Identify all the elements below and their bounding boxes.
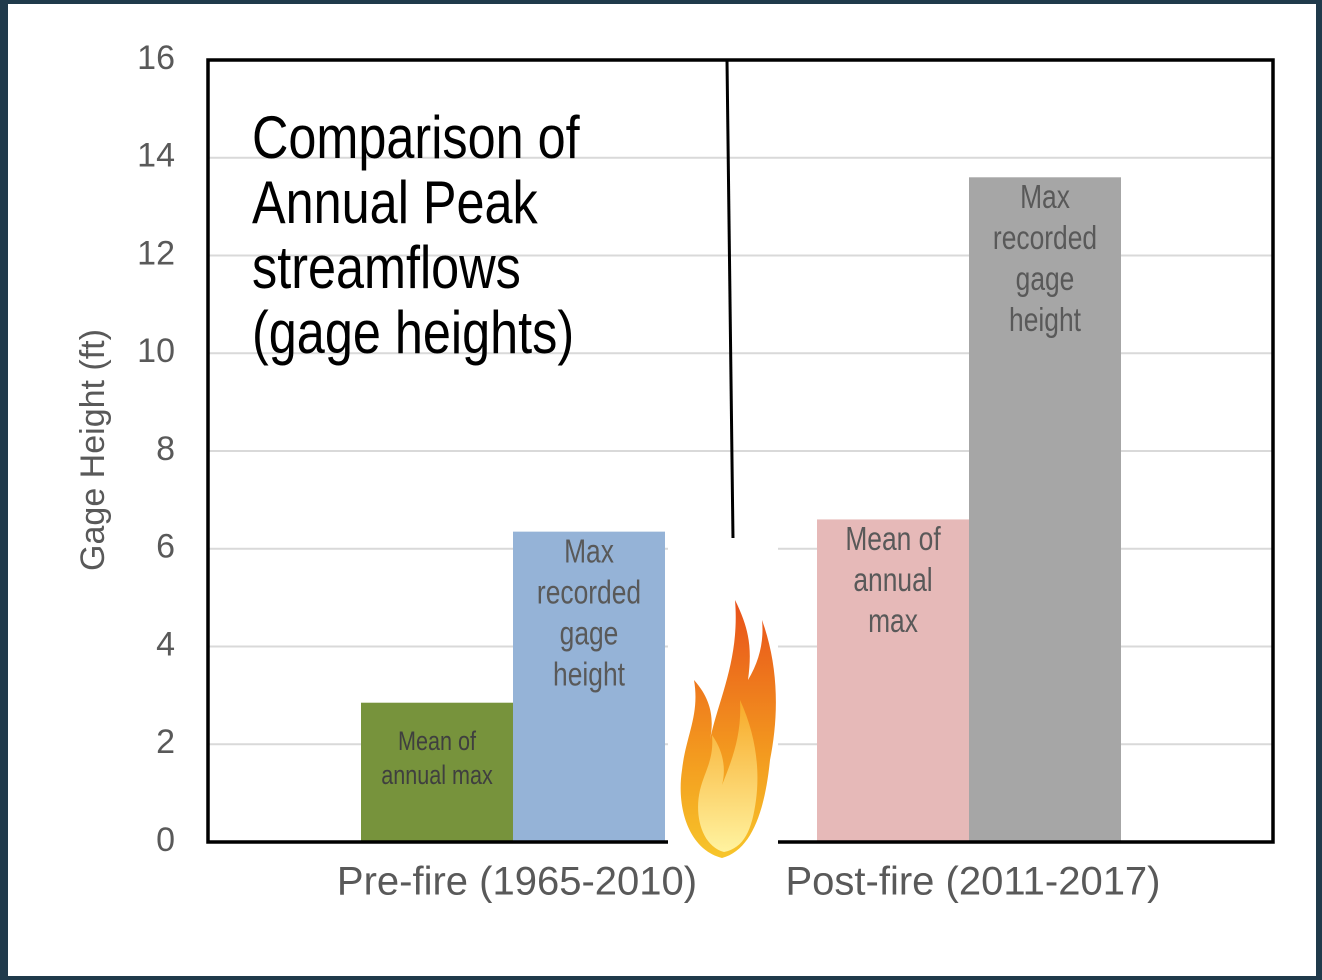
y-tick-label: 4	[156, 625, 175, 663]
y-tick-label: 12	[137, 234, 175, 272]
bar-label: recorded	[993, 220, 1097, 256]
fire-icon	[668, 538, 778, 860]
bar-label: recorded	[537, 575, 641, 611]
bar-label: height	[1009, 302, 1082, 338]
bar-label: annual max	[381, 761, 493, 791]
bar-label: Mean of	[845, 521, 941, 557]
bar-label: height	[553, 657, 626, 693]
y-tick-label: 6	[156, 528, 175, 566]
bar-label: gage	[560, 616, 619, 652]
y-tick-label: 2	[156, 723, 175, 761]
x-tick-label: Pre-fire (1965-2010)	[337, 860, 697, 904]
chart-title-line: Annual Peak	[252, 169, 538, 236]
bar-label: Mean of	[398, 727, 476, 757]
bar-label: annual	[853, 562, 932, 598]
bars: Mean of annual max Max recorded gage height Pr…	[337, 177, 1161, 904]
bar-label: max	[868, 603, 918, 639]
x-tick-label: Post-fire (2011-2017)	[786, 860, 1161, 904]
y-tick-label: 14	[137, 137, 175, 175]
y-tick-label: 8	[156, 430, 175, 468]
bar-label: Max	[1020, 179, 1070, 215]
y-tick-label: 10	[137, 332, 175, 370]
bar	[361, 702, 513, 842]
bar-label: gage	[1016, 261, 1075, 297]
chart-title-line: Comparison of	[252, 104, 580, 171]
y-tick-label: 16	[137, 39, 175, 77]
y-axis-label: Gage Height (ft)	[74, 329, 112, 571]
bar	[969, 177, 1121, 843]
y-tick-label: 0	[156, 821, 175, 859]
bar-label: Max	[564, 534, 614, 570]
chart-title-line: streamflows	[252, 234, 521, 301]
bar	[513, 531, 665, 842]
divider	[725, 59, 735, 541]
chart-title-line: (gage heights)	[252, 299, 574, 366]
bar	[817, 519, 969, 842]
